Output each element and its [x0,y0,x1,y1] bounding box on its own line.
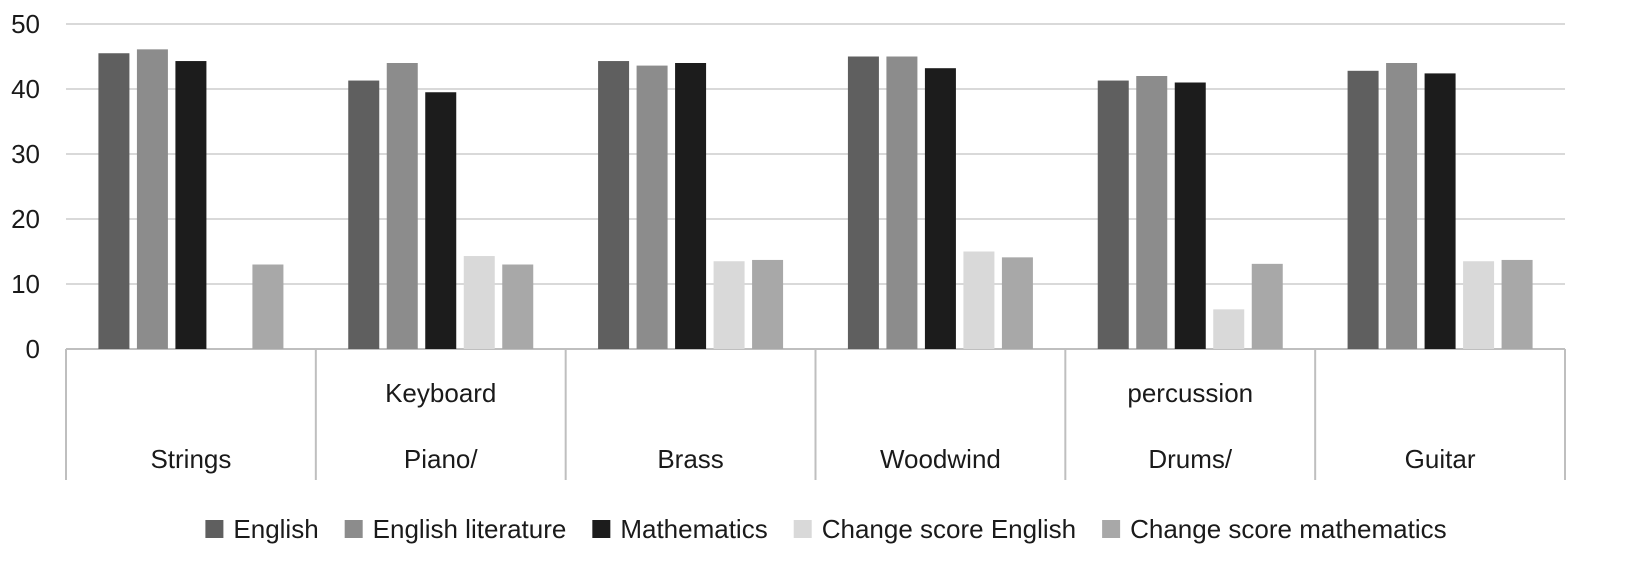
category-label: Brass [657,444,723,474]
bar [136,49,168,349]
gridlines [66,23,1565,350]
category-label: Keyboard [385,378,496,408]
bar [636,65,668,349]
legend-swatch [344,520,363,538]
bar [252,264,284,349]
legend-swatch [205,520,224,538]
bar [1501,259,1533,349]
bar [502,264,534,349]
category-label: Woodwind [880,444,1001,474]
bar [847,56,879,349]
y-axis-tick-labels: 0 10 20 30 40 50 [11,9,40,364]
legend-label: Change score mathematics [1130,514,1446,544]
y-tick-label: 0 [26,334,40,364]
legend-label: English [233,514,318,544]
legend-swatch [592,520,611,538]
bar [425,92,457,349]
bar [1251,263,1283,349]
bars [98,49,1533,350]
bar [1097,80,1129,350]
bar [886,56,918,349]
bar [386,63,418,349]
legend-swatch [793,520,812,538]
bar [924,68,956,349]
legend: English English literature Mathematics Chan… [205,514,1447,544]
bar [713,261,745,349]
y-tick-label: 20 [11,204,40,234]
bar [1347,70,1379,350]
bar [1174,82,1206,349]
bar [1136,76,1168,349]
bar [98,53,130,349]
bar [1001,257,1033,349]
legend-label: English literature [373,514,567,544]
legend-label: Change score English [822,514,1076,544]
category-axis: Strings Keyboard Piano/Brass Woodwind percus… [65,349,1566,480]
bar [675,63,707,349]
bar [752,259,784,349]
bar [963,251,995,349]
y-tick-label: 40 [11,74,40,104]
bar [175,61,207,350]
bar [1463,261,1495,349]
bar [463,256,495,349]
bar [1424,73,1456,350]
legend-label: Mathematics [620,514,767,544]
category-label: percussion [1127,378,1253,408]
legend-swatch [1102,520,1121,538]
y-tick-label: 50 [11,9,40,39]
category-label: Guitar [1405,444,1476,474]
category-label: Strings [150,444,231,474]
y-tick-label: 10 [11,269,40,299]
bar [1213,309,1245,349]
y-tick-label: 30 [11,139,40,169]
bar [1386,63,1418,349]
bar [598,61,630,350]
bar [348,80,380,350]
category-label: Piano/ [404,444,478,474]
category-label: Drums/ [1148,444,1233,474]
